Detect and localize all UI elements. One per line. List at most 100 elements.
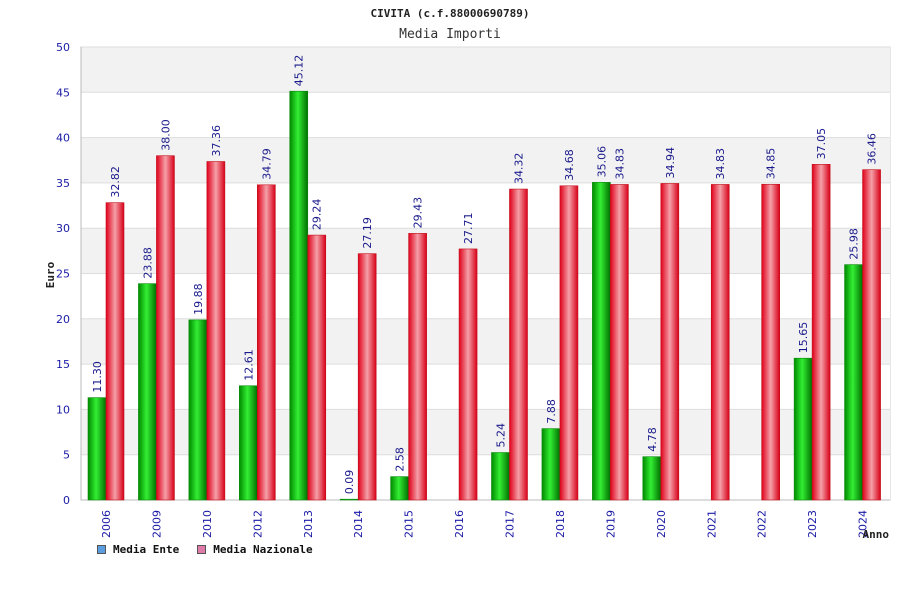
- data-labels: 11.30 32.82 23.88 38.00 19.88 37.36 12.61 34.79…: [91, 55, 879, 494]
- legend: Media Ente Media Nazionale: [97, 543, 313, 556]
- y-tick-label: 5: [63, 449, 70, 462]
- x-axis-label: Anno: [863, 528, 890, 541]
- data-label: 19.88: [192, 283, 205, 315]
- x-tick-label: 2010: [201, 510, 214, 538]
- x-tick-label: 2020: [655, 510, 668, 538]
- x-tick-label: 2014: [352, 510, 365, 538]
- x-tick-label: 2023: [806, 510, 819, 538]
- bar-media-ente: [87, 397, 107, 501]
- bar-media-ente: [844, 264, 863, 501]
- data-label: 37.36: [210, 125, 223, 157]
- data-label: 34.94: [664, 147, 677, 179]
- data-label: 35.06: [595, 146, 608, 178]
- data-label: 34.83: [714, 148, 727, 180]
- bar-media-nazionale: [206, 161, 226, 501]
- data-label: 34.85: [765, 148, 778, 180]
- x-tick-label: 2015: [403, 510, 416, 538]
- data-label: 27.19: [361, 217, 374, 249]
- x-tick-label: 2013: [302, 510, 315, 538]
- legend-swatch-media-ente: [97, 545, 106, 554]
- bar-media-ente: [390, 476, 409, 501]
- y-tick-label: 25: [56, 268, 70, 281]
- y-axis-ticks: 0 5 10 15 20 25 30 35 40 45 50: [56, 41, 70, 507]
- bar-media-nazionale: [610, 184, 629, 501]
- legend-item-media-ente: Media Ente: [97, 543, 179, 556]
- data-label: 11.30: [91, 361, 104, 393]
- bar-media-nazionale: [357, 253, 377, 501]
- legend-label-media-ente: Media Ente: [113, 543, 180, 556]
- bar-media-nazionale: [458, 248, 478, 501]
- bar-media-nazionale: [811, 164, 831, 501]
- bar-media-nazionale: [509, 188, 528, 501]
- chart-title: CIVITA (c.f.88000690789): [371, 7, 530, 20]
- data-label: 0.09: [343, 470, 356, 495]
- data-label: 4.78: [646, 427, 659, 452]
- bar-media-nazionale: [156, 155, 175, 501]
- data-label: 36.46: [866, 133, 879, 165]
- x-tick-label: 2016: [453, 510, 466, 538]
- bar-media-nazionale: [559, 185, 579, 501]
- bar-media-ente: [592, 182, 611, 501]
- data-label: 34.83: [613, 148, 626, 180]
- x-tick-label: 2019: [604, 510, 617, 538]
- legend-item-media-nazionale: Media Nazionale: [197, 543, 313, 556]
- bar-media-ente: [138, 283, 157, 501]
- bar-media-ente: [188, 319, 208, 501]
- bar-media-ente: [541, 428, 561, 501]
- data-label: 15.65: [797, 322, 810, 354]
- y-axis-label: Euro: [44, 261, 57, 288]
- y-tick-label: 35: [56, 177, 70, 190]
- legend-label-media-nazionale: Media Nazionale: [213, 543, 313, 556]
- x-axis-ticks: 2006 2009 2010 2012 2013 2014 2015 2016 2017 2018…: [100, 510, 870, 538]
- bar-media-nazionale: [408, 233, 427, 501]
- bar-media-ente: [239, 385, 258, 501]
- data-label: 5.24: [495, 423, 508, 448]
- y-tick-label: 15: [56, 358, 70, 371]
- data-label: 25.98: [848, 228, 861, 260]
- data-label: 45.12: [293, 55, 306, 87]
- x-tick-label: 2017: [504, 510, 517, 538]
- data-label: 34.32: [513, 153, 526, 185]
- x-tick-label: 2012: [251, 510, 264, 538]
- x-tick-label: 2009: [150, 510, 163, 538]
- bar-media-ente: [642, 456, 662, 501]
- y-tick-label: 50: [56, 41, 70, 54]
- data-label: 2.58: [394, 447, 407, 472]
- bar-media-nazionale: [660, 183, 680, 501]
- bar-media-nazionale: [257, 184, 276, 501]
- x-tick-label: 2024: [857, 510, 870, 538]
- bar-media-ente: [491, 452, 510, 501]
- bar-media-ente: [289, 90, 309, 501]
- y-tick-label: 30: [56, 222, 70, 235]
- bars: [87, 90, 881, 501]
- bar-media-nazionale: [307, 234, 327, 501]
- grid-band: [81, 92, 890, 138]
- y-tick-label: 20: [56, 313, 70, 326]
- y-tick-label: 45: [56, 86, 70, 99]
- bar-media-nazionale: [710, 184, 730, 501]
- bar-media-nazionale: [761, 183, 780, 501]
- x-tick-label: 2022: [756, 510, 769, 538]
- data-label: 12.61: [242, 349, 255, 381]
- chart-subtitle: Media Importi: [399, 27, 501, 42]
- data-label: 38.00: [159, 119, 172, 151]
- legend-swatch-media-nazionale: [197, 545, 207, 554]
- bar-media-ente: [339, 498, 359, 501]
- x-tick-label: 2018: [554, 510, 567, 538]
- data-label: 23.88: [141, 247, 154, 279]
- bar-media-nazionale: [862, 169, 881, 501]
- data-label: 29.43: [412, 197, 425, 229]
- data-label: 32.82: [109, 166, 122, 198]
- data-label: 34.79: [260, 148, 273, 180]
- data-label: 37.05: [815, 128, 828, 160]
- data-label: 29.24: [311, 199, 324, 231]
- x-tick-label: 2006: [100, 510, 113, 538]
- grid-band: [81, 47, 890, 93]
- bar-media-nazionale: [105, 202, 125, 501]
- y-tick-label: 40: [56, 132, 70, 145]
- data-label: 34.68: [563, 149, 576, 181]
- x-tick-label: 2021: [705, 510, 718, 538]
- y-tick-label: 10: [56, 403, 70, 416]
- data-label: 27.71: [462, 212, 475, 244]
